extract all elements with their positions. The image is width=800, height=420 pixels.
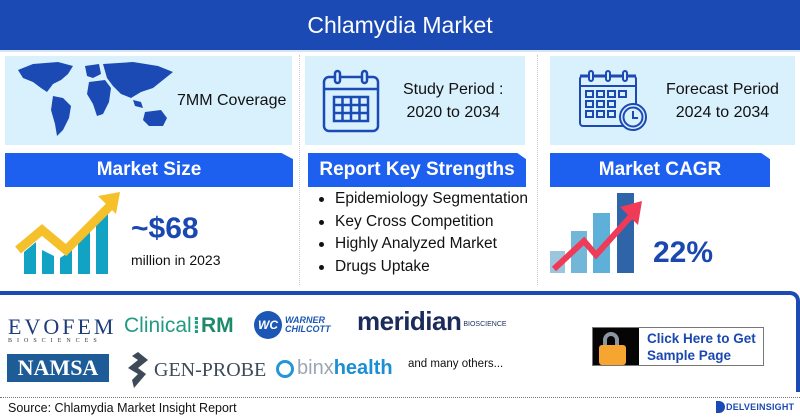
footer-divider (0, 397, 800, 398)
strength-item: Drugs Uptake (316, 256, 528, 279)
delveinsight-mark-icon (716, 401, 725, 413)
sample-page-button[interactable]: Click Here to Get Sample Page (592, 327, 764, 366)
market-size-value: ~$68 (131, 212, 199, 245)
namsa-name: NAMSA (17, 355, 99, 380)
strengths-title: Report Key Strengths (319, 159, 515, 180)
clinicalrm-right: RM (201, 314, 234, 337)
study-period-label: Study Period : (403, 80, 504, 98)
delveinsight-name: DELVEINSIGHT (726, 402, 795, 412)
column-divider (537, 55, 538, 285)
sample-page-label: Click Here to Get Sample Page (639, 328, 763, 365)
forecast-period-text: Forecast Period 2024 to 2034 (666, 78, 779, 124)
forecast-period-value: 2024 to 2034 (675, 103, 770, 121)
forecast-period-card: Forecast Period 2024 to 2034 (550, 56, 795, 145)
source-note: Source: Chlamydia Market Insight Report (8, 401, 237, 415)
binx-health-logo: binx health (276, 357, 393, 380)
warner-line1: WARNER (285, 315, 325, 325)
namsa-logo: NAMSA (7, 354, 109, 382)
market-size-sub: million in 2023 (131, 252, 221, 268)
study-period-text: Study Period : 2020 to 2034 (403, 78, 504, 124)
forecast-period-label: Forecast Period (666, 80, 779, 98)
meridian-logo: meridian BIOSCIENCE (357, 306, 507, 337)
header-divider (0, 50, 800, 52)
column-divider (299, 55, 300, 285)
coverage-label: 7MM Coverage (177, 92, 287, 109)
meridian-name: meridian (357, 306, 462, 336)
unlock-icon (593, 328, 639, 365)
evofem-sub: BIOSCIENCES (8, 338, 102, 344)
cagr-title: Market CAGR (598, 159, 722, 180)
binx-left: binx (297, 357, 334, 379)
calendar-icon (322, 69, 380, 132)
coverage-card: 7MM Coverage (5, 56, 292, 145)
meridian-sub: BIOSCIENCE (463, 321, 507, 328)
delveinsight-logo: DELVEINSIGHT (716, 401, 794, 413)
dna-icon: ⁞ (192, 313, 201, 338)
cta-line1: Click Here to Get (647, 331, 756, 346)
market-size-title: Market Size (96, 159, 202, 180)
gen-probe-logo: GEN-PROBE (126, 352, 266, 388)
gen-probe-mark-icon (128, 352, 148, 388)
study-period-card: Study Period : 2020 to 2034 (305, 56, 525, 145)
growth-chart-icon (15, 192, 120, 274)
warner-line2: CHILCOTT (285, 324, 331, 334)
strengths-list: Epidemiology Segmentation Key Cross Comp… (316, 188, 528, 278)
binx-right: health (333, 357, 393, 379)
strength-item: Epidemiology Segmentation (316, 188, 528, 211)
strength-item: Key Cross Competition (316, 211, 528, 234)
market-size-heading: Market Size (5, 153, 293, 187)
gen-probe-name: GEN-PROBE (154, 358, 267, 381)
evofem-name: EVOFEM (8, 314, 117, 339)
clinicalrm-logo: Clinical ⁞ RM (124, 313, 234, 339)
strength-item: Highly Analyzed Market (316, 233, 528, 256)
clinicalrm-left: Clinical (124, 314, 192, 337)
others-note: and many others... (408, 358, 504, 370)
strengths-heading: Report Key Strengths (308, 153, 526, 187)
world-map-icon (18, 61, 173, 136)
page-header: Chlamydia Market (0, 0, 800, 50)
cta-line2: Sample Page (647, 348, 732, 363)
page-title: Chlamydia Market (307, 11, 493, 38)
cagr-heading: Market CAGR (550, 153, 770, 187)
wc-badge-icon: WC (254, 311, 282, 339)
cagr-value: 22% (653, 236, 714, 269)
warner-chilcott-logo: WC WARNER CHILCOTT (254, 311, 331, 339)
company-logos-panel (0, 291, 800, 392)
rising-bar-chart-icon (550, 193, 642, 273)
binx-drop-icon (276, 359, 294, 378)
study-period-value: 2020 to 2034 (406, 103, 500, 121)
calendar-clock-icon (579, 69, 647, 131)
evofem-logo: EVOFEM BIOSCIENCES (8, 314, 116, 344)
